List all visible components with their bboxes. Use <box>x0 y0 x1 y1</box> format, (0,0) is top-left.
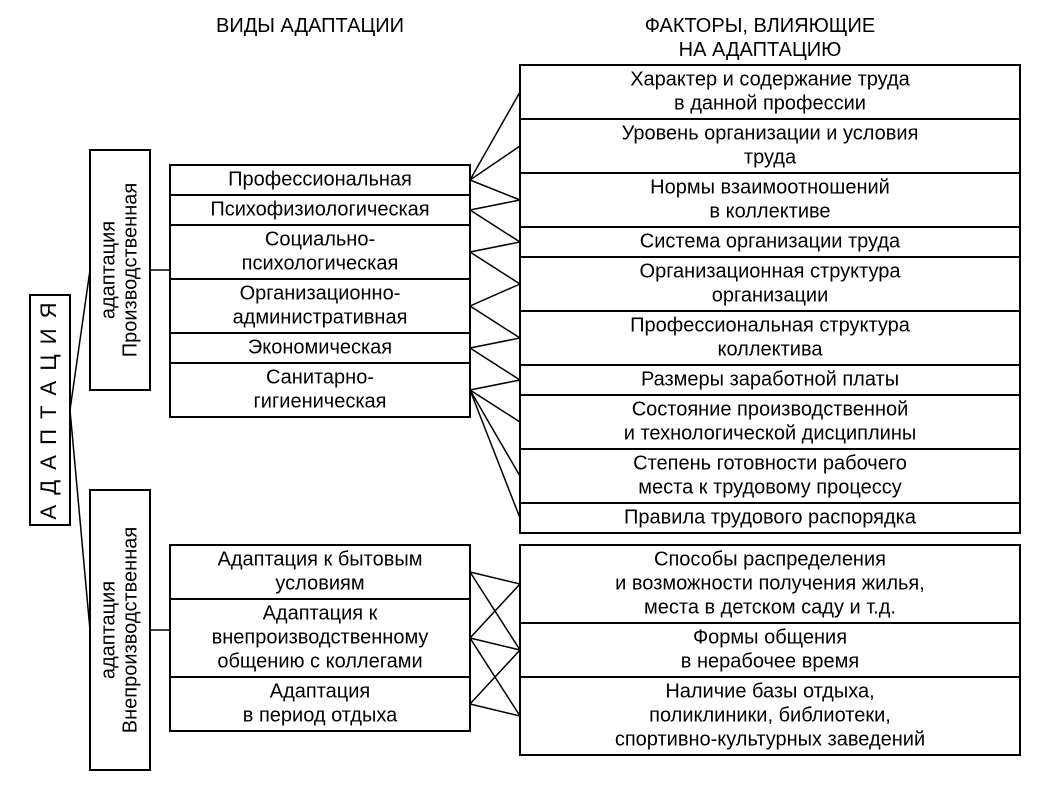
factor-f8-label: Состояние производственной <box>632 398 909 420</box>
factor-f12-label: Формы общения <box>693 626 847 648</box>
type-t8-label: общению с коллегами <box>217 650 422 672</box>
type-t3-label: Социально- <box>265 228 375 250</box>
conn-t9-f13 <box>470 704 520 716</box>
header-factors: НА АДАПТАЦИЮ <box>679 39 842 61</box>
factor-f2-label: Уровень организации и условия <box>622 122 919 144</box>
type-t8-label: внепроизводственному <box>212 626 429 648</box>
conn-root-nonprod <box>70 410 90 630</box>
conn-t6-f8 <box>470 390 520 422</box>
factor-f1-label: в данной профессии <box>674 92 866 114</box>
type-t7-label: условиям <box>275 572 364 594</box>
conn-t2-f3 <box>470 200 520 210</box>
branch-nonprod-label: адаптация <box>97 581 119 679</box>
conn-t5-f7 <box>470 348 520 380</box>
factor-f4-label: Система организации труда <box>640 230 901 252</box>
header-types: ВИДЫ АДАПТАЦИИ <box>216 15 404 37</box>
type-t1-label: Профессиональная <box>228 168 412 190</box>
conn-t8-f11 <box>470 584 520 638</box>
conn-t3-f4 <box>470 242 520 252</box>
type-t5-label: Экономическая <box>248 336 392 358</box>
conn-t4-f6 <box>470 306 520 338</box>
factor-f3-label: в коллективе <box>709 200 830 222</box>
branch-nonprod-label: Внепроизводственная <box>119 527 141 733</box>
root-label: А Д А П Т А Ц И Я <box>36 300 61 519</box>
factor-f2-label: труда <box>744 146 797 168</box>
branch-prod-label: Производственная <box>119 183 141 357</box>
factor-f5-label: организации <box>712 284 829 306</box>
conn-t1-f1 <box>470 92 520 180</box>
factor-f5-label: Организационная структура <box>640 260 902 282</box>
type-t6-label: гигиеническая <box>254 390 387 412</box>
conn-t7-f11 <box>470 572 520 584</box>
conn-t5-f6 <box>470 338 520 348</box>
type-t2-label: Психофизиологическая <box>210 198 429 220</box>
conn-t1-f2 <box>470 146 520 180</box>
factor-f9-label: Степень готовности рабочего <box>633 452 907 474</box>
conn-t2-f4 <box>470 210 520 242</box>
type-t3-label: психологическая <box>242 252 399 274</box>
factor-f11-label: Способы распределения <box>654 548 886 570</box>
factor-f1-label: Характер и содержание труда <box>630 68 910 90</box>
type-t7-label: Адаптация к бытовым <box>218 548 423 570</box>
type-t8-label: Адаптация к <box>263 602 378 624</box>
factor-f3-label: Нормы взаимоотношений <box>650 176 890 198</box>
conn-t6-f9 <box>470 390 520 476</box>
factor-f6-label: Профессиональная структура <box>630 314 911 336</box>
conn-t4-f5 <box>470 284 520 306</box>
branch-prod-label: адаптация <box>97 221 119 319</box>
type-t4-label: Организационно- <box>240 282 401 304</box>
conn-t1-f3 <box>470 180 520 200</box>
type-t9-label: Адаптация <box>270 680 370 702</box>
factor-f11-label: и возможности получения жилья, <box>615 572 925 594</box>
conn-root-prod <box>70 270 90 410</box>
conn-t3-f5 <box>470 252 520 284</box>
conn-t6-f10 <box>470 390 520 518</box>
factor-f9-label: места к трудовому процессу <box>638 476 901 498</box>
factor-f13-label: Наличие базы отдыха, <box>665 680 874 702</box>
factor-f6-label: коллектива <box>718 338 824 360</box>
factor-f11-label: места в детском саду и т.д. <box>644 596 896 618</box>
factor-f8-label: и технологической дисциплины <box>624 422 917 444</box>
factor-f10-label: Правила трудового распорядка <box>624 506 917 528</box>
factor-f7-label: Размеры заработной платы <box>641 368 899 390</box>
conn-t6-f7 <box>470 380 520 390</box>
conn-t8-f12 <box>470 638 520 650</box>
adaptation-diagram: ВИДЫ АДАПТАЦИИ ФАКТОРЫ, ВЛИЯЮЩИЕНА АДАПТА… <box>10 10 1042 780</box>
header-factors: ФАКТОРЫ, ВЛИЯЮЩИЕ <box>645 15 876 37</box>
factor-f12-label: в нерабочее время <box>681 650 859 672</box>
type-t9-label: в период отдыха <box>243 704 398 726</box>
factor-f13-label: поликлиники, библиотеки, <box>649 704 891 726</box>
conn-t9-f12 <box>470 650 520 704</box>
factor-f13-label: спортивно-культурных заведений <box>615 728 925 750</box>
type-t4-label: административная <box>233 306 408 328</box>
type-t6-label: Санитарно- <box>266 366 374 388</box>
